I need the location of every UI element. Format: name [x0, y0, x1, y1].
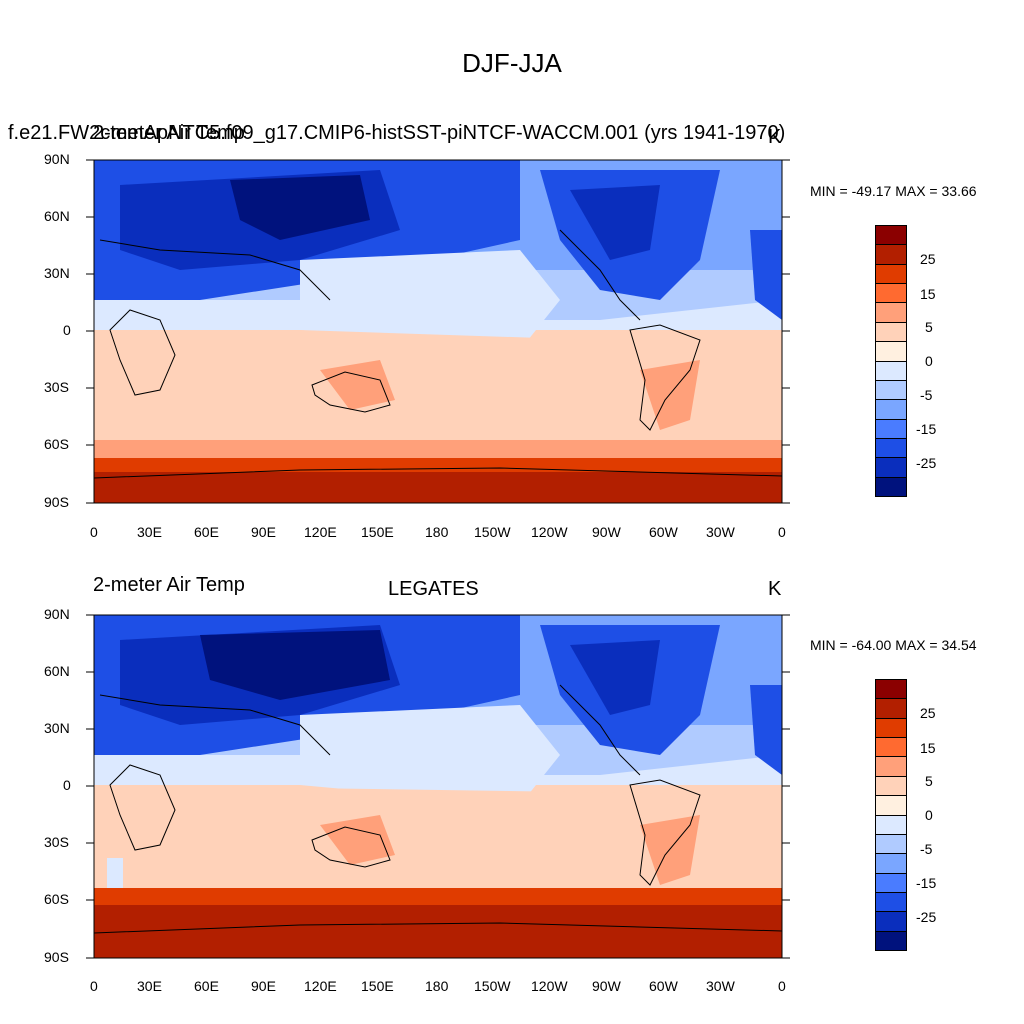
lon-label: 60W — [649, 524, 678, 540]
colorbar-swatch — [876, 457, 906, 477]
panel1-left-title: 2-meter Air Temp — [93, 122, 245, 144]
colorbar-swatch — [876, 833, 906, 854]
colorbar-swatch — [876, 891, 906, 912]
colorbar-swatch — [876, 226, 906, 245]
lon-label: 150E — [361, 524, 394, 540]
panel2-coastlines — [94, 684, 782, 934]
colorbar-swatch — [876, 698, 906, 718]
lon-label: 0 — [778, 978, 786, 994]
colorbar-swatch — [876, 930, 906, 951]
lon-label: 0 — [90, 524, 98, 540]
lon-label: 90E — [251, 524, 276, 540]
colorbar-label: -5 — [920, 841, 933, 857]
colorbar-label: 25 — [920, 705, 936, 721]
colorbar-swatch — [876, 360, 906, 380]
colorbar-swatch — [876, 341, 906, 361]
panel1-temperature-field — [94, 160, 782, 503]
colorbar-label: -25 — [916, 909, 937, 925]
colorbar-swatch — [876, 476, 906, 497]
colorbar-swatch — [876, 756, 906, 776]
colorbar-swatch — [876, 418, 906, 438]
lat-label: 90S — [44, 949, 69, 965]
colorbar-label: 5 — [925, 319, 933, 335]
colorbar-swatch — [876, 379, 906, 400]
colorbar-label: -25 — [916, 455, 937, 471]
lon-label: 90E — [251, 978, 276, 994]
lon-label: 30W — [706, 524, 735, 540]
colorbar-swatch — [876, 872, 906, 892]
lon-label: 180 — [425, 524, 449, 540]
lat-label: 0 — [63, 777, 71, 793]
panel2-units: K — [768, 578, 782, 600]
lon-label: 30W — [706, 978, 735, 994]
lat-label: 60N — [44, 663, 70, 679]
lon-label: 60E — [194, 978, 219, 994]
lat-label: 60N — [44, 208, 70, 224]
colorbar-swatch — [876, 814, 906, 834]
lat-label: 60S — [44, 436, 69, 452]
colorbar-label: 15 — [920, 286, 936, 302]
lon-label: 60W — [649, 978, 678, 994]
colorbar-swatch — [876, 911, 906, 931]
lat-label: 30N — [44, 720, 70, 736]
figure-title: DJF-JJA — [462, 48, 562, 78]
colorbar-swatch — [876, 321, 906, 342]
lat-label: 30S — [44, 834, 69, 850]
colorbar-swatch — [876, 302, 906, 322]
colorbar-swatch — [876, 244, 906, 264]
colorbar-swatch — [876, 283, 906, 303]
panel1-stats: MIN = -49.17 MAX = 33.66 — [810, 183, 977, 199]
colorbar-label: -15 — [916, 421, 937, 437]
lat-label: 30S — [44, 379, 69, 395]
panel2-stats: MIN = -64.00 MAX = 34.54 — [810, 637, 977, 653]
lon-label: 0 — [90, 978, 98, 994]
lon-label: 30E — [137, 978, 162, 994]
colorbar-swatch — [876, 775, 906, 796]
colorbar-swatch — [876, 853, 906, 873]
colorbar-swatch — [876, 680, 906, 699]
lon-label: 90W — [592, 524, 621, 540]
lon-label: 30E — [137, 524, 162, 540]
colorbar-label: 15 — [920, 740, 936, 756]
colorbar-swatch — [876, 737, 906, 757]
panel1-units: K — [768, 126, 782, 148]
colorbar-swatch — [876, 717, 906, 738]
colorbar-swatch — [876, 263, 906, 284]
colorbar-label: 25 — [920, 251, 936, 267]
lon-label: 60E — [194, 524, 219, 540]
panel2-left-title: 2-meter Air Temp — [93, 574, 245, 596]
lat-label: 0 — [63, 322, 71, 338]
panel2-center-title: LEGATES — [388, 578, 479, 600]
panel2-temperature-field — [94, 615, 782, 958]
panel1-coastlines — [94, 229, 782, 479]
colorbar-label: 0 — [925, 807, 933, 823]
lat-label: 90S — [44, 494, 69, 510]
lon-label: 120E — [304, 978, 337, 994]
colorbar-swatch — [876, 437, 906, 458]
colorbar-label: 5 — [925, 773, 933, 789]
lat-label: 90N — [44, 606, 70, 622]
lon-label: 120W — [531, 978, 568, 994]
panel2-colorbar — [875, 679, 907, 951]
lon-label: 150W — [474, 978, 511, 994]
lat-label: 30N — [44, 265, 70, 281]
lon-label: 90W — [592, 978, 621, 994]
axis-tick-marks — [86, 159, 790, 959]
lon-label: 150W — [474, 524, 511, 540]
panel1-center-title: f.e21.FW2ctemApNTC5.f09_g17.CMIP6-histSS… — [8, 122, 786, 144]
colorbar-label: -5 — [920, 387, 933, 403]
lat-label: 90N — [44, 151, 70, 167]
lon-label: 180 — [425, 978, 449, 994]
colorbar-label: 0 — [925, 353, 933, 369]
colorbar-swatch — [876, 399, 906, 419]
panel1-colorbar — [875, 225, 907, 497]
lat-label: 60S — [44, 891, 69, 907]
lon-label: 120W — [531, 524, 568, 540]
lon-label: 0 — [778, 524, 786, 540]
colorbar-swatch — [876, 795, 906, 815]
lon-label: 150E — [361, 978, 394, 994]
lon-label: 120E — [304, 524, 337, 540]
colorbar-label: -15 — [916, 875, 937, 891]
